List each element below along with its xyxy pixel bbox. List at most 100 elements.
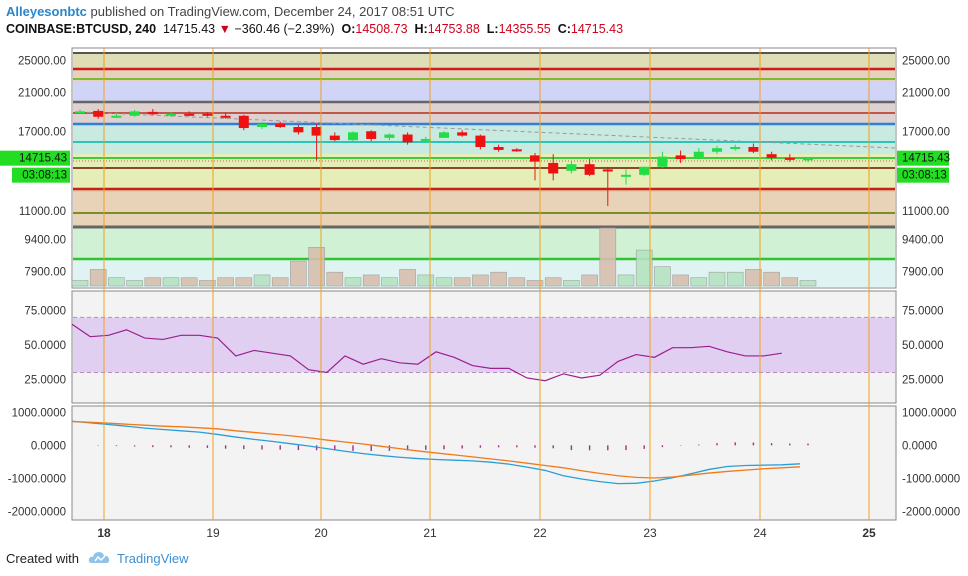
candle-body (75, 111, 85, 114)
candle-body (602, 169, 613, 172)
price-tick-label: 7900.00 (24, 267, 66, 279)
candle-body (657, 156, 668, 167)
time-tick-label: 22 (533, 526, 547, 540)
volume-bar (381, 277, 398, 287)
last-price-tag (897, 150, 949, 166)
left-price-axis[interactable]: 25000.00 21000.00 17000.00 11000.00 9400.00 7… (0, 56, 70, 519)
rsi-panel[interactable] (71, 290, 897, 404)
volume-bar (417, 274, 435, 287)
candle-body (166, 113, 176, 116)
candle-body (275, 123, 286, 128)
volume-bar (490, 271, 507, 287)
price-tick-label: 25000.00 (18, 56, 66, 68)
candle-body (111, 115, 122, 118)
volume-bar (71, 280, 89, 287)
day-separators (103, 48, 870, 520)
tradingview-brand[interactable]: TradingView (117, 551, 189, 566)
candle-body (457, 132, 468, 136)
volume-bar (144, 277, 162, 287)
time-tick-label: 24 (753, 526, 767, 540)
candle-body (238, 115, 249, 129)
price-tick-label: 11000.00 (19, 206, 66, 218)
time-axis[interactable]: 18 19 20 21 22 23 24 25 (97, 526, 876, 540)
right-price-axis[interactable]: 25000.00 21000.00 17000.00 11000.00 9400.00 7… (897, 56, 960, 519)
macd-histogram (97, 442, 809, 452)
candle-body (184, 113, 195, 116)
author-name[interactable]: Alleyesonbtc (6, 4, 87, 19)
trading-chart[interactable]: 25000.00 21000.00 17000.00 11000.00 9400.00 7… (0, 40, 968, 540)
time-tick-label: 19 (206, 526, 220, 540)
volume-bar (563, 280, 580, 287)
candle-body (621, 174, 631, 177)
candle-body (129, 111, 140, 116)
volume-bar (690, 277, 708, 287)
candle-body (803, 157, 813, 161)
candle-body (202, 113, 213, 116)
price-tick-label: 17000.00 (18, 126, 66, 138)
candle-body (566, 164, 577, 171)
volume-bars (71, 227, 817, 287)
high-label: H: (414, 22, 428, 36)
price-panel[interactable] (71, 47, 897, 289)
macd-tick-label: -2000.0000 (902, 506, 960, 518)
volume-bar (180, 277, 198, 287)
candle-body (584, 164, 595, 175)
candle-body (766, 154, 777, 158)
candle-body (784, 157, 795, 160)
tradingview-cloud-icon[interactable] (88, 549, 112, 565)
last-price-label: 14715.43 (19, 153, 67, 165)
candle-body (530, 155, 540, 162)
price-tick-label: 11000.00 (902, 206, 949, 218)
macd-tick-label: 1000.0000 (12, 407, 66, 419)
rsi-line (71, 323, 782, 382)
published-text: published on TradingView.com, December 2… (90, 4, 455, 19)
rsi-tick-label: 25.0000 (902, 374, 944, 386)
candle-body (730, 146, 741, 149)
volume-bar (708, 271, 726, 287)
last-price-label: 14715.43 (902, 153, 950, 165)
time-tick-label: 18 (97, 526, 111, 540)
volume-bar (581, 274, 598, 287)
price-tick-label: 25000.00 (902, 56, 950, 68)
volume-bar (526, 280, 544, 287)
last-price: 14715.43 (162, 22, 216, 36)
close-value: 14715.43 (570, 22, 624, 36)
candle-body (366, 131, 377, 139)
volume-bar (344, 277, 362, 287)
zone-yellow (73, 154, 895, 192)
candles (75, 108, 813, 207)
macd-tick-label: -1000.0000 (8, 473, 66, 485)
volume-bar (635, 249, 653, 287)
candle-body (439, 132, 449, 138)
price-tick-label: 21000.00 (18, 88, 66, 100)
macd-tick-label: -1000.0000 (902, 473, 960, 485)
symbol-label: COINBASE:BTCUSD, 240 (6, 22, 157, 36)
volume-bar (290, 260, 307, 287)
time-tick-label: 23 (643, 526, 657, 540)
candle-body (384, 134, 395, 138)
volume-bar (472, 274, 489, 287)
candle-body (147, 111, 158, 115)
trendline[interactable] (79, 111, 896, 149)
macd-panel[interactable] (71, 405, 897, 521)
volume-bar (89, 269, 107, 287)
candle-body (257, 123, 267, 128)
rsi-tick-label: 25.0000 (24, 374, 66, 386)
time-tick-label: 21 (423, 526, 437, 540)
candle-body (511, 149, 522, 152)
ohlc-line: COINBASE:BTCUSD, 240 14715.43 ▼ −360.46 … (6, 22, 623, 36)
candle-body (220, 115, 231, 118)
volume-bar (599, 227, 617, 287)
volume-bar (435, 277, 453, 287)
countdown-tag (897, 167, 949, 183)
rsi-tick-label: 75.0000 (24, 306, 66, 318)
volume-bar (617, 274, 635, 287)
volume-bar (799, 280, 817, 287)
low-label: L: (486, 22, 499, 36)
volume-bar (654, 266, 671, 287)
created-with-label: Created with (6, 551, 79, 566)
rsi-tick-label: 50.0000 (902, 340, 944, 352)
candle-body (93, 110, 104, 117)
candle-body (639, 166, 650, 175)
volume-bar (745, 269, 762, 287)
